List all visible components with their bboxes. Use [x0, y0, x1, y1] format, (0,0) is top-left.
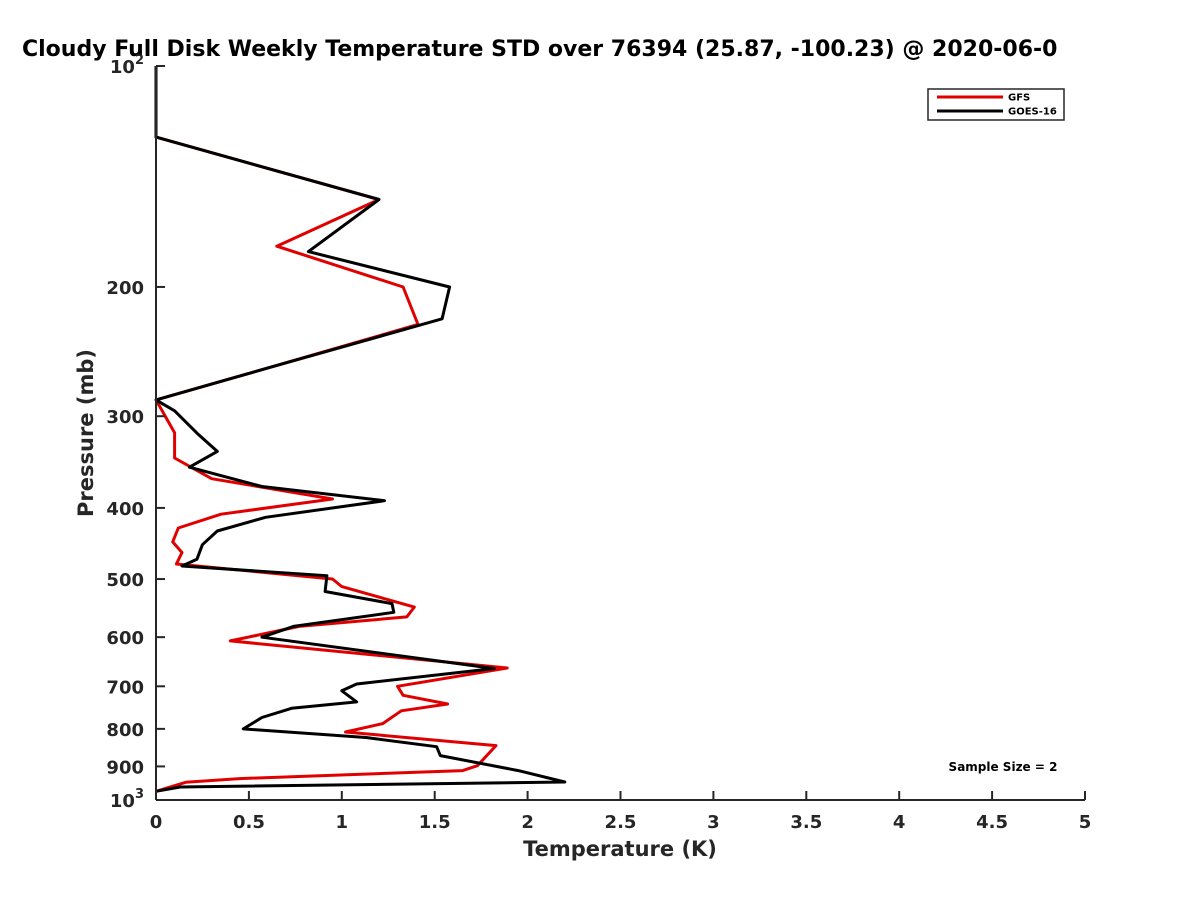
y-tick-label-base: 600 — [106, 628, 144, 649]
x-tick-label: 4 — [893, 812, 906, 833]
y-tick-label-base: 10 — [110, 791, 135, 812]
series-line-goes-16 — [154, 66, 567, 793]
y-tick-label-base: 800 — [106, 720, 144, 741]
x-axis-label: Temperature (K) — [523, 837, 717, 861]
x-ticks: 0 0.5 1 1.5 2 2.5 3 3.5 4 4.5 5 — [150, 791, 1092, 833]
x-tick-label: 3 — [707, 812, 720, 833]
y-tick-label-exponent: 3 — [135, 787, 144, 802]
y-tick-label: 800 — [106, 720, 144, 741]
x-tick-label: 1 — [336, 812, 349, 833]
y-tick-label: 103 — [110, 787, 144, 812]
chart-title: Cloudy Full Disk Weekly Temperature STD … — [22, 37, 1057, 62]
legend-items: GFS GOES-16 — [937, 93, 1057, 118]
y-tick-label: 600 — [106, 628, 144, 649]
y-tick-label-exponent: 2 — [135, 53, 144, 68]
legend: GFS GOES-16 — [927, 88, 1065, 121]
x-tick-label: 1.5 — [419, 812, 451, 833]
y-tick-label-base: 900 — [106, 757, 144, 778]
x-tick-label: 2.5 — [605, 812, 637, 833]
x-tick-label: 0 — [150, 812, 163, 833]
x-tick-label: 4.5 — [976, 812, 1008, 833]
y-axis-label: Pressure (mb) — [74, 349, 98, 517]
y-tick-label: 300 — [106, 407, 144, 428]
y-tick-label: 200 — [106, 278, 144, 299]
plot-lines — [154, 66, 567, 793]
x-tick-label: 5 — [1079, 812, 1092, 833]
x-tick-label: 2 — [521, 812, 534, 833]
x-tick-label: 0.5 — [233, 812, 265, 833]
x-tick-label: 3.5 — [790, 812, 822, 833]
y-tick-label: 102 — [110, 53, 144, 78]
legend-label: GFS — [1008, 93, 1030, 104]
series-line-gfs — [154, 66, 509, 793]
y-tick-label: 700 — [106, 677, 144, 698]
y-tick-label: 900 — [106, 757, 144, 778]
y-tick-label: 400 — [106, 499, 144, 520]
sample-size-annotation: Sample Size = 2 — [949, 760, 1058, 774]
y-tick-label-base: 400 — [106, 499, 144, 520]
y-tick-label-base: 300 — [106, 407, 144, 428]
legend-label: GOES-16 — [1008, 107, 1057, 118]
y-tick-label-base: 10 — [110, 57, 135, 78]
y-tick-label-base: 200 — [106, 278, 144, 299]
y-tick-label: 500 — [106, 570, 144, 591]
legend-box — [927, 88, 1065, 121]
y-tick-label-base: 700 — [106, 677, 144, 698]
y-tick-label-base: 500 — [106, 570, 144, 591]
